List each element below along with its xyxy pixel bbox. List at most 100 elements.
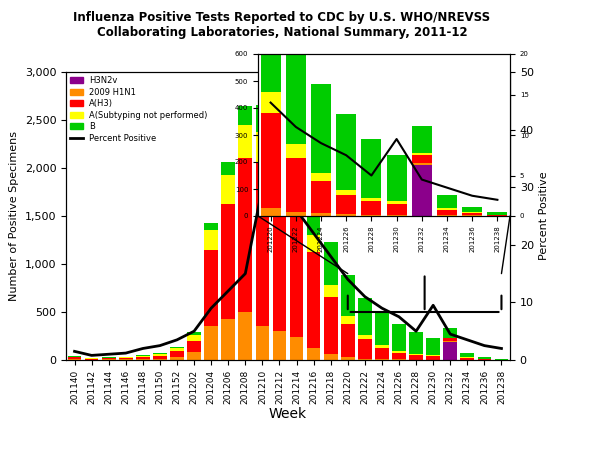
Bar bbox=[336, 195, 356, 214]
Bar bbox=[119, 356, 133, 357]
Bar bbox=[462, 207, 482, 212]
Bar bbox=[170, 357, 184, 360]
X-axis label: Week: Week bbox=[269, 407, 307, 421]
Bar bbox=[358, 339, 371, 359]
Bar bbox=[427, 338, 440, 355]
Bar bbox=[462, 213, 482, 216]
Bar bbox=[358, 359, 371, 360]
Bar bbox=[102, 359, 116, 360]
Bar bbox=[437, 215, 457, 216]
Bar bbox=[324, 285, 338, 297]
Bar bbox=[119, 357, 133, 358]
Legend: H3N2v, 2009 H1N1, A(H3), A(Subtyping not performed), B, Percent Positive: H3N2v, 2009 H1N1, A(H3), A(Subtyping not… bbox=[70, 76, 208, 143]
Bar bbox=[311, 213, 331, 216]
Bar bbox=[286, 42, 306, 144]
Bar bbox=[307, 252, 320, 348]
Bar bbox=[443, 342, 457, 360]
Bar bbox=[187, 341, 201, 352]
Bar bbox=[361, 201, 382, 215]
Bar bbox=[341, 324, 355, 357]
Bar bbox=[102, 358, 116, 359]
Bar bbox=[358, 298, 371, 334]
Bar bbox=[358, 334, 371, 339]
Bar bbox=[462, 212, 482, 213]
Bar bbox=[336, 214, 356, 216]
Bar bbox=[68, 359, 82, 360]
Bar bbox=[119, 359, 133, 360]
Bar bbox=[272, 125, 286, 158]
Bar bbox=[375, 359, 389, 360]
Bar bbox=[412, 153, 432, 155]
Bar bbox=[324, 242, 338, 285]
Bar bbox=[136, 356, 149, 357]
Bar bbox=[324, 297, 338, 354]
Bar bbox=[68, 357, 82, 359]
Bar bbox=[361, 215, 382, 216]
Bar bbox=[460, 358, 474, 360]
Bar bbox=[409, 333, 423, 354]
Bar bbox=[136, 357, 149, 359]
Bar bbox=[187, 352, 201, 360]
Bar bbox=[409, 355, 423, 360]
Bar bbox=[187, 335, 201, 341]
Bar bbox=[290, 152, 304, 188]
Bar bbox=[375, 345, 389, 347]
Bar bbox=[102, 357, 116, 358]
Bar bbox=[336, 189, 356, 195]
Bar bbox=[443, 338, 457, 341]
Bar bbox=[341, 316, 355, 324]
Bar bbox=[311, 84, 331, 173]
Bar bbox=[221, 319, 235, 360]
Bar bbox=[221, 162, 235, 175]
Bar bbox=[136, 359, 149, 360]
Bar bbox=[307, 348, 320, 360]
Bar bbox=[256, 163, 269, 326]
Bar bbox=[386, 215, 407, 216]
Bar bbox=[494, 359, 508, 360]
Bar bbox=[460, 352, 474, 357]
Bar bbox=[238, 312, 252, 360]
Bar bbox=[375, 313, 389, 345]
Bar bbox=[272, 158, 286, 187]
Y-axis label: Number of Positive Specimens: Number of Positive Specimens bbox=[9, 131, 19, 301]
Bar bbox=[256, 105, 269, 131]
Bar bbox=[286, 144, 306, 158]
Bar bbox=[170, 348, 184, 351]
Bar bbox=[443, 341, 457, 342]
Bar bbox=[392, 352, 406, 359]
Bar bbox=[170, 351, 184, 357]
Bar bbox=[392, 324, 406, 351]
Bar bbox=[221, 203, 235, 319]
Bar bbox=[427, 355, 440, 356]
Bar bbox=[341, 274, 355, 316]
Bar bbox=[478, 359, 491, 360]
Y-axis label: Percent Positive: Percent Positive bbox=[539, 172, 550, 260]
Bar bbox=[392, 359, 406, 360]
Bar bbox=[256, 131, 269, 163]
Bar bbox=[272, 187, 286, 331]
Bar bbox=[290, 212, 304, 337]
Bar bbox=[260, 0, 281, 92]
Bar bbox=[311, 181, 331, 213]
Bar bbox=[437, 210, 457, 215]
Bar bbox=[336, 114, 356, 189]
Bar bbox=[487, 215, 508, 216]
Bar bbox=[386, 155, 407, 201]
Bar bbox=[478, 357, 491, 359]
Bar bbox=[238, 158, 252, 312]
Bar bbox=[412, 163, 432, 165]
Bar bbox=[437, 208, 457, 210]
Bar bbox=[153, 359, 167, 360]
Bar bbox=[290, 337, 304, 360]
Bar bbox=[412, 155, 432, 163]
Bar bbox=[290, 188, 304, 212]
Bar bbox=[386, 204, 407, 215]
Bar bbox=[170, 346, 184, 348]
Bar bbox=[392, 351, 406, 352]
Bar bbox=[68, 356, 82, 357]
Bar bbox=[221, 175, 235, 203]
Bar bbox=[119, 358, 133, 359]
Bar bbox=[238, 125, 252, 158]
Bar bbox=[361, 198, 382, 201]
Bar bbox=[412, 126, 432, 153]
